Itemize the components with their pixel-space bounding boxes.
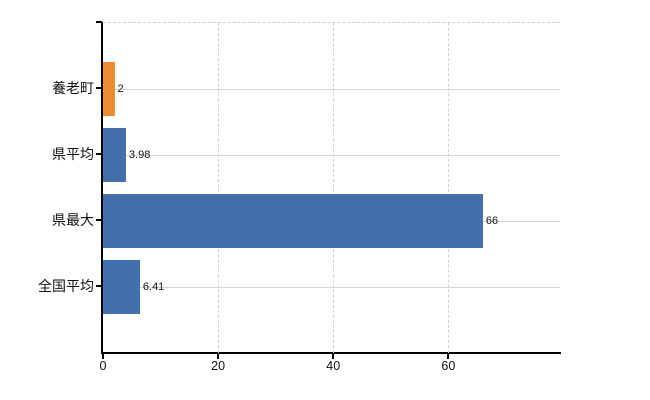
x-axis-line [101,352,561,354]
category-label: 県最大 [52,212,94,228]
x-tick-label: 0 [99,359,107,373]
x-tick-label: 20 [211,359,226,373]
bar [103,62,115,116]
bar [103,128,126,182]
v-gridline [333,23,335,353]
bar-value-label: 3.98 [128,149,151,161]
bar-value-label: 6.41 [142,281,165,293]
x-tick [332,354,335,359]
y-tick [96,219,102,221]
category-label: 養老町 [52,80,94,96]
category-label: 県平均 [52,146,94,162]
bar [103,260,140,314]
x-tick [217,354,220,359]
h-gridline [103,88,560,90]
x-tick-label: 60 [441,359,456,373]
category-label: 全国平均 [38,278,94,294]
y-axis-top-tick [96,21,102,23]
y-tick [96,285,102,287]
h-gridline [103,154,560,156]
bar [103,194,483,248]
plot-area: 2 3.98 66 6.41 [103,22,560,353]
y-axis-line [101,22,103,354]
v-gridline [218,23,220,353]
x-tick-label: 40 [326,359,341,373]
x-tick [447,354,450,359]
x-tick [102,354,104,359]
y-tick [96,153,102,155]
bar-value-label: 2 [117,83,124,95]
h-gridline [103,286,560,288]
bar-value-label: 66 [485,215,499,227]
y-tick [96,87,102,89]
v-gridline [448,23,450,353]
